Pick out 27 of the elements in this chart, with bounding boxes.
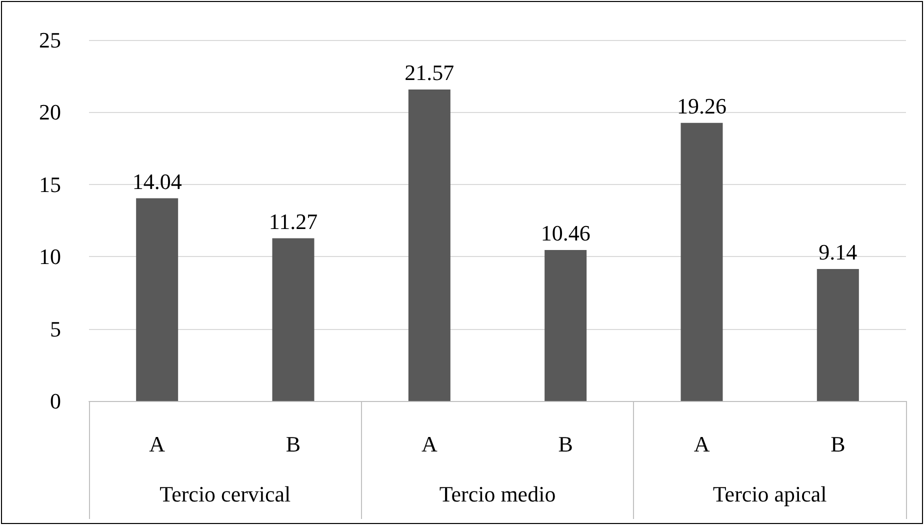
y-tick-label: 0: [50, 388, 61, 414]
x-tick-label: B: [286, 432, 301, 456]
x-tick-label: B: [830, 432, 846, 456]
y-tick-label: 25: [39, 28, 61, 52]
data-label: 19.26: [677, 93, 726, 118]
bar: [544, 250, 587, 401]
bar: [272, 238, 314, 401]
data-label: 9.14: [818, 240, 858, 265]
x-tick-label: B: [558, 432, 573, 456]
data-label: 11.27: [268, 208, 318, 234]
data-label: 14.04: [132, 168, 182, 194]
y-tick-label: 10: [39, 244, 61, 270]
y-tick-label: 5: [50, 316, 61, 342]
text: Tercio medio: [439, 482, 556, 506]
x-tick-label: A: [694, 432, 710, 456]
y-tick-label: 20: [39, 100, 61, 125]
x-tick-label: A: [149, 432, 166, 456]
y-tick-label: 15: [39, 172, 61, 197]
data-label: 21.57: [404, 60, 454, 86]
text: Tercio cervical: [160, 482, 291, 506]
x-tick-label: A: [421, 432, 438, 456]
text: Tercio apical: [712, 482, 827, 506]
bar: [408, 90, 450, 401]
bar: [816, 269, 859, 401]
bar: [680, 122, 723, 401]
bar: [136, 198, 178, 401]
data-label: 10.46: [540, 220, 590, 246]
